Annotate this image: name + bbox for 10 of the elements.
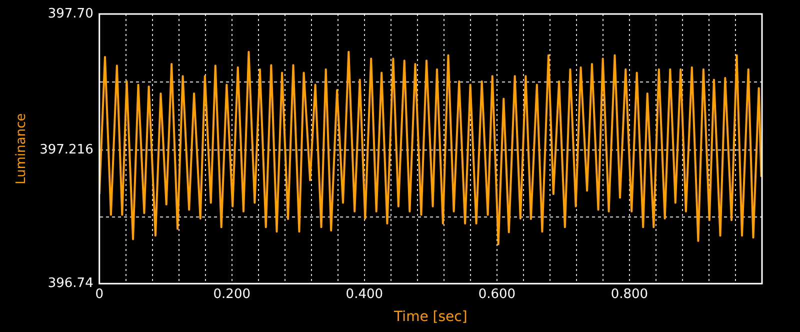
y-tick-label: 397.70 bbox=[48, 6, 94, 22]
y-tick-label: 396.74 bbox=[48, 276, 94, 291]
x-tick-label: 0 bbox=[95, 286, 104, 302]
x-tick-label: 0.200 bbox=[213, 286, 250, 302]
y-axis-title: Luminance bbox=[14, 113, 30, 184]
x-tick-label: 0.800 bbox=[610, 286, 648, 302]
x-tick-label: 0.600 bbox=[478, 286, 516, 302]
x-tick-label: 0.400 bbox=[346, 286, 384, 302]
y-tick-label: 397.216 bbox=[40, 142, 94, 158]
x-axis-title: Time [sec] bbox=[393, 309, 468, 326]
